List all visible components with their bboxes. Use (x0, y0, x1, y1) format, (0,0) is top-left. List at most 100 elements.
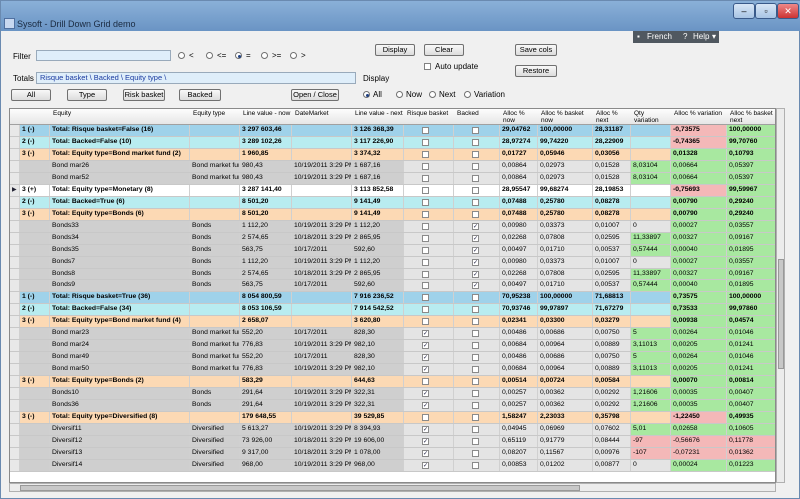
cell-sel[interactable] (10, 340, 20, 352)
cell-sel[interactable] (10, 292, 20, 304)
cell-sel[interactable] (10, 160, 20, 172)
cell-bk[interactable] (454, 400, 500, 412)
cell-sel[interactable] (10, 280, 20, 292)
cell-bk[interactable]: ✓ (454, 256, 500, 268)
backed-checkbox[interactable] (472, 162, 479, 170)
risque-basket-checkbox[interactable] (422, 234, 429, 242)
cell-bk[interactable] (454, 459, 500, 471)
backed-checkbox[interactable] (472, 127, 479, 134)
cell-lvl[interactable] (20, 256, 50, 268)
backed-checkbox[interactable] (472, 318, 479, 326)
cell-sel[interactable] (10, 125, 20, 136)
cell-bk[interactable] (454, 435, 500, 447)
backed-checkbox[interactable] (472, 138, 479, 146)
column-header-bk[interactable]: Backed (457, 110, 479, 117)
backed-checkbox[interactable] (472, 210, 479, 218)
french-button[interactable]: French (647, 32, 672, 41)
cell-lvl[interactable]: 3 (-) (20, 148, 50, 160)
cell-sel[interactable] (10, 196, 20, 208)
cell-bk[interactable] (454, 316, 500, 328)
cell-lvl[interactable] (20, 352, 50, 364)
group-total-row[interactable]: 1 (-) Total: Risque basket=True (36) 8 054… (10, 292, 775, 305)
cell-sel[interactable] (10, 364, 20, 376)
cell-sel[interactable] (10, 316, 20, 328)
op-radio-gt[interactable] (290, 52, 297, 59)
column-header-abn[interactable]: Alloc % basket now (541, 110, 584, 124)
table-row[interactable]: Diversif14 Diversified 968,00 10/19/2011 3:… (10, 459, 775, 472)
close-button[interactable]: ✕ (777, 3, 799, 19)
cell-rb[interactable]: ✓ (404, 328, 454, 340)
display-radio-next[interactable] (429, 91, 436, 98)
table-row[interactable]: Bonds34 Bonds 2 574,65 10/18/2011 3:29 PM 2 … (10, 232, 775, 245)
cell-bk[interactable]: ✓ (454, 232, 500, 244)
backed-checkbox[interactable]: ✓ (472, 258, 479, 266)
op-radio-lt[interactable] (178, 52, 185, 59)
cell-rb[interactable] (404, 184, 454, 196)
cell-rb[interactable] (404, 148, 454, 160)
cell-bk[interactable] (454, 208, 500, 220)
cell-lvl[interactable] (20, 459, 50, 471)
risque-basket-checkbox[interactable]: ✓ (422, 330, 429, 338)
cell-lvl[interactable] (20, 364, 50, 376)
backed-checkbox[interactable] (472, 186, 479, 194)
cell-bk[interactable] (454, 424, 500, 435)
cell-rb[interactable]: ✓ (404, 459, 454, 471)
cell-lvl[interactable] (20, 172, 50, 184)
op-radio-eq[interactable] (235, 52, 242, 59)
cell-bk[interactable] (454, 352, 500, 364)
cell-lvl[interactable]: 3 (-) (20, 316, 50, 328)
risque-basket-checkbox[interactable] (422, 210, 429, 218)
risque-basket-checkbox[interactable]: ✓ (422, 366, 429, 374)
cell-sel[interactable] (10, 148, 20, 160)
group-total-row[interactable]: 3 (-) Total: Equity type=Bonds (6) 8 501,2… (10, 208, 775, 221)
cell-bk[interactable] (454, 376, 500, 388)
cell-sel[interactable] (10, 412, 20, 423)
backed-checkbox[interactable] (472, 449, 479, 457)
risque-basket-checkbox[interactable]: ✓ (422, 354, 429, 362)
cell-rb[interactable] (404, 256, 454, 268)
backed-checkbox[interactable] (472, 437, 479, 445)
cell-lvl[interactable] (20, 400, 50, 412)
cell-bk[interactable] (454, 412, 500, 423)
backed-checkbox[interactable] (472, 342, 479, 350)
cell-rb[interactable]: ✓ (404, 352, 454, 364)
cell-lvl[interactable]: 3 (-) (20, 208, 50, 220)
backed-checkbox[interactable] (472, 198, 479, 206)
column-header-rb[interactable]: Risque basket (407, 110, 449, 117)
cell-sel[interactable] (10, 376, 20, 388)
column-header-lvnext[interactable]: Line value - next (355, 110, 403, 117)
cell-bk[interactable] (454, 292, 500, 304)
risque-basket-checkbox[interactable] (422, 174, 429, 182)
help-button[interactable]: Help (693, 32, 710, 41)
risque-basket-checkbox[interactable] (422, 246, 429, 254)
auto-update-checkbox[interactable] (424, 63, 431, 70)
cell-sel[interactable] (10, 352, 20, 364)
cell-rb[interactable] (404, 376, 454, 388)
cell-rb[interactable] (404, 232, 454, 244)
horizontal-scrollbar[interactable] (9, 483, 776, 492)
restore-button[interactable]: Restore (515, 65, 557, 77)
risque-basket-checkbox[interactable]: ✓ (422, 390, 429, 398)
cell-lvl[interactable] (20, 280, 50, 292)
backed-checkbox[interactable] (472, 354, 479, 362)
cell-rb[interactable] (404, 292, 454, 304)
cell-lvl[interactable]: 3 (-) (20, 376, 50, 388)
column-header-type[interactable]: Equity type (193, 110, 226, 117)
cell-lvl[interactable] (20, 220, 50, 232)
cell-sel[interactable] (10, 268, 20, 280)
risque-basket-checkbox[interactable] (422, 127, 429, 134)
column-header-av[interactable]: Alloc % variation (674, 110, 723, 117)
risque-basket-checkbox[interactable] (422, 414, 429, 422)
cell-sel[interactable] (10, 447, 20, 459)
group-total-row[interactable]: 3 (-) Total: Equity type=Bond market fund… (10, 316, 775, 329)
group-total-row[interactable]: 1 (-) Total: Risque basket=False (16) 3 29… (10, 125, 775, 137)
cell-rb[interactable] (404, 125, 454, 136)
cell-sel[interactable] (10, 424, 20, 435)
cell-sel[interactable] (10, 304, 20, 316)
risque-basket-checkbox[interactable] (422, 282, 429, 290)
backed-checkbox[interactable] (472, 426, 479, 433)
